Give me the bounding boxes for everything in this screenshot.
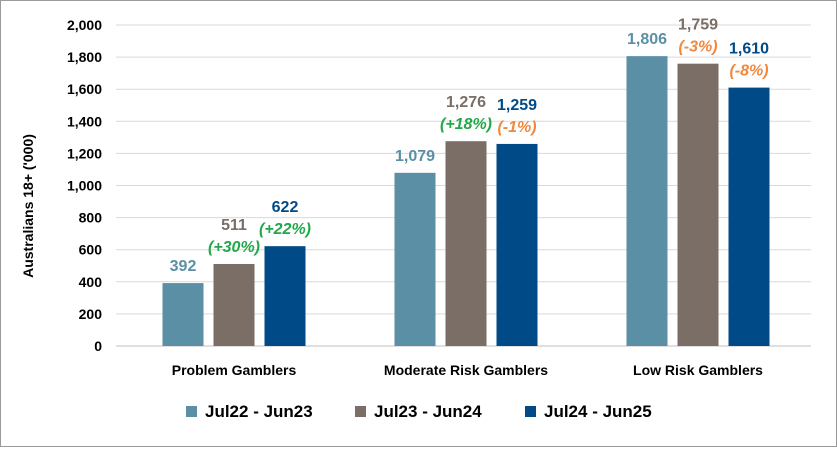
change-label: (+22%) [259, 221, 311, 238]
x-category-label: Low Risk Gamblers [633, 362, 763, 378]
data-label: 1,759 [678, 17, 718, 34]
bar [677, 63, 719, 346]
y-tick-label: 2,000 [67, 17, 102, 33]
bar [264, 246, 306, 346]
x-category-label: Problem Gamblers [172, 362, 297, 378]
legend-swatch [525, 406, 536, 417]
data-label: 511 [221, 217, 247, 234]
bar [394, 172, 436, 346]
legend-label: Jul23 - Jun24 [374, 402, 482, 421]
change-label: (-8%) [729, 63, 768, 80]
data-label: 622 [272, 199, 299, 216]
legend-label: Jul22 - Jun23 [205, 402, 313, 421]
legend-swatch [186, 406, 197, 417]
bar [445, 141, 487, 346]
legend-label: Jul24 - Jun25 [544, 402, 652, 421]
y-axis-label: Australians 18+ ('000) [20, 134, 36, 278]
legend-item: Jul24 - Jun25 [525, 402, 652, 421]
legend-swatch [355, 406, 366, 417]
data-label: 1,079 [395, 148, 435, 165]
legend-item: Jul22 - Jun23 [186, 402, 313, 421]
bars [162, 56, 770, 347]
bar [626, 56, 668, 347]
data-label: 1,806 [627, 31, 667, 48]
bar [213, 263, 255, 346]
y-tick-label: 1,000 [67, 178, 102, 194]
change-label: (+18%) [440, 116, 492, 133]
bar [728, 87, 770, 346]
y-tick-label: 1,800 [67, 49, 102, 65]
legend-item: Jul23 - Jun24 [355, 402, 482, 421]
data-labels: 392 511 (+30%) 622 (+22%) 1,079 1,276 (+18%) 1,2… [170, 17, 769, 275]
axes: 0 200 400 600 800 1,000 1,200 1,400 1,600 1,800 2,… [67, 17, 763, 378]
data-label: 1,276 [446, 94, 486, 111]
data-label: 1,610 [729, 41, 769, 58]
legend: Jul22 - Jun23 Jul23 - Jun24 Jul24 - Jun25 [186, 402, 652, 421]
bar [162, 283, 204, 346]
y-tick-label: 400 [79, 274, 103, 290]
y-tick-label: 0 [94, 338, 102, 354]
y-tick-label: 200 [79, 306, 103, 322]
data-label: 392 [170, 258, 197, 275]
y-tick-label: 800 [79, 210, 103, 226]
change-label: (-1%) [497, 119, 536, 136]
x-category-label: Moderate Risk Gamblers [384, 362, 548, 378]
y-tick-label: 1,400 [67, 113, 102, 129]
bar [496, 143, 538, 346]
y-tick-label: 1,600 [67, 81, 102, 97]
y-tick-label: 600 [79, 242, 103, 258]
data-label: 1,259 [497, 97, 537, 114]
change-label: (+30%) [208, 239, 260, 256]
change-label: (-3%) [678, 39, 717, 56]
y-tick-label: 1,200 [67, 145, 102, 161]
